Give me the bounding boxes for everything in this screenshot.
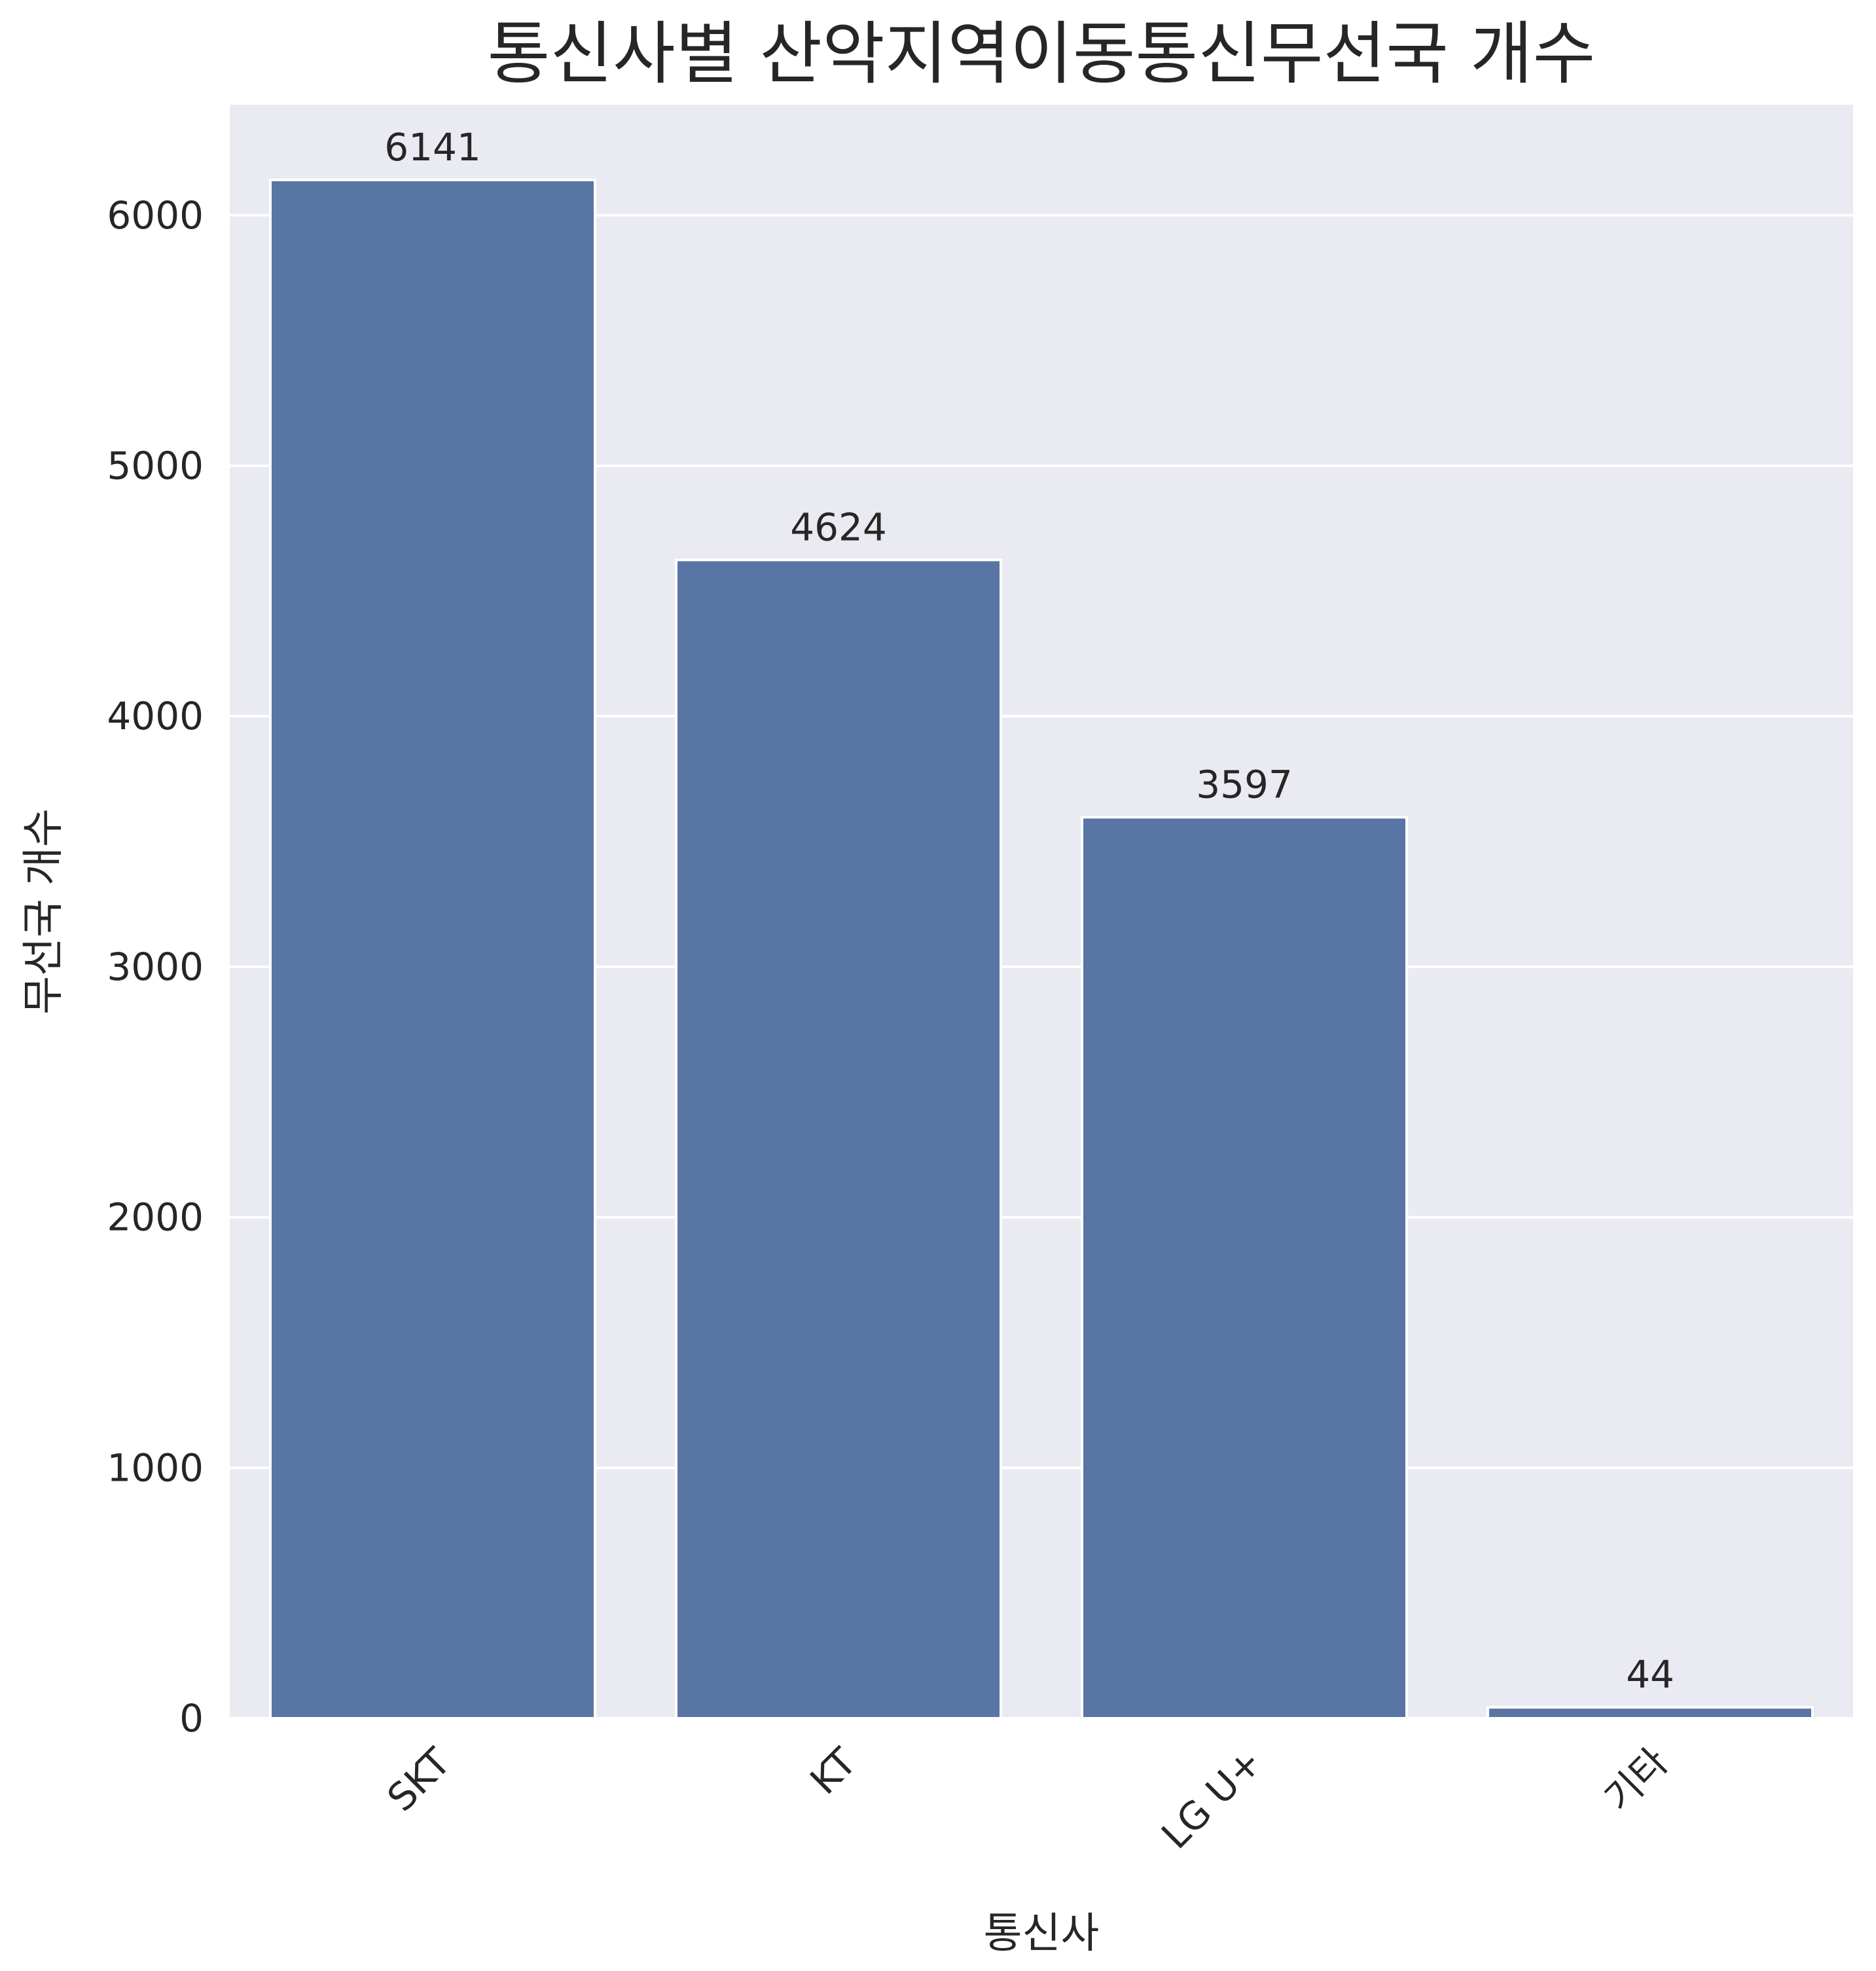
y-tick-label: 4000 bbox=[107, 694, 204, 738]
bar-1 bbox=[675, 558, 1002, 1720]
y-tick-label: 5000 bbox=[107, 443, 204, 488]
data-label: 4624 bbox=[790, 505, 887, 549]
y-axis-ticks: 0 1000 2000 3000 4000 5000 6000 bbox=[107, 193, 204, 1741]
x-axis-ticks: SKT KT LG U+ 기타 bbox=[379, 1739, 1677, 1858]
y-tick-label: 6000 bbox=[107, 193, 204, 238]
x-tick-label: KT bbox=[802, 1739, 865, 1803]
bars bbox=[269, 178, 1814, 1720]
bar-2 bbox=[1081, 816, 1408, 1720]
y-axis-label: 무선국 개수 bbox=[20, 808, 68, 1015]
bar-3 bbox=[1487, 1706, 1814, 1720]
data-label: 3597 bbox=[1196, 762, 1293, 806]
x-tick-label: 기타 bbox=[1596, 1739, 1677, 1820]
y-tick-label: 3000 bbox=[107, 945, 204, 989]
bar-0 bbox=[269, 178, 596, 1720]
chart-title: 통신사별 산악지역이동통신무선국 개수 bbox=[488, 14, 1596, 94]
data-labels: 6141 4624 3597 44 bbox=[384, 125, 1674, 1697]
y-tick-label: 1000 bbox=[107, 1445, 204, 1490]
x-tick-label: LG U+ bbox=[1153, 1739, 1271, 1857]
data-label: 44 bbox=[1626, 1652, 1674, 1697]
data-label: 6141 bbox=[384, 125, 481, 170]
y-tick-label: 0 bbox=[179, 1696, 204, 1741]
x-tick-label: SKT bbox=[379, 1739, 460, 1820]
y-tick-label: 2000 bbox=[107, 1195, 204, 1240]
x-axis-label: 통신사 bbox=[984, 1909, 1100, 1958]
